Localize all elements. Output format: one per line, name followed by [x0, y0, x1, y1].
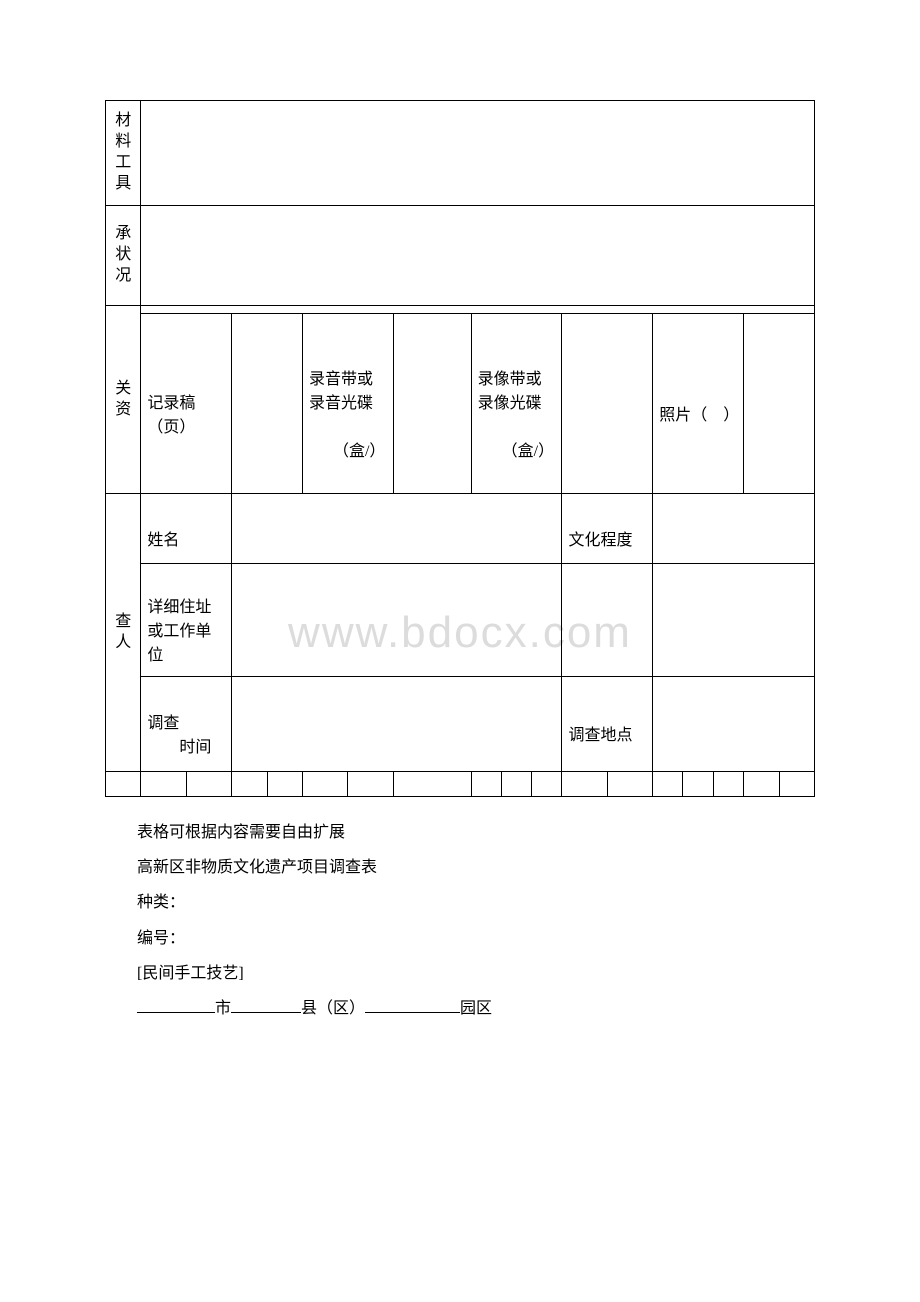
bottom-cell [106, 772, 141, 797]
cell-name-value [232, 494, 562, 564]
cell-gap [141, 306, 815, 314]
note-extend: 表格可根据内容需要自由扩展 [137, 815, 815, 850]
label-category: 种类： [137, 885, 815, 920]
cell-address-extra1 [562, 564, 653, 677]
bottom-cell [471, 772, 562, 797]
cell-address-value [232, 564, 562, 677]
blank-zone [365, 995, 460, 1013]
label-number: 编号： [137, 921, 815, 956]
cell-education-value [653, 494, 815, 564]
bottom-cell [653, 772, 744, 797]
row-person-time: 调查 时间 调查地点 [106, 677, 815, 772]
label-status: 承状况 [106, 206, 141, 306]
below-text-block: 表格可根据内容需要自由扩展 高新区非物质文化遗产项目调查表 种类： 编号： [民… [137, 815, 815, 1026]
blank-city [137, 995, 215, 1013]
survey-table: 材料工具 承状况 关资 记录稿（页） 录音带或录音光碟 （盒/） 录像带或录像光 [105, 100, 815, 797]
label-person: 查人 [106, 494, 141, 772]
cell-record-pages-label: 记录稿（页） [141, 314, 232, 494]
label-materials: 材料工具 [106, 101, 141, 206]
row-bottom-cells [106, 772, 815, 797]
cell-photo-value [744, 314, 815, 494]
label-craft: [民间手工技艺] [137, 956, 815, 991]
location-line: 市 县（区） 园区 [137, 991, 815, 1026]
label-resources: 关资 [106, 306, 141, 494]
title-survey: 高新区非物质文化遗产项目调查表 [137, 850, 815, 885]
blank-county [231, 995, 301, 1013]
bottom-cell [562, 772, 653, 797]
bottom-cell [744, 772, 815, 797]
bottom-cell [393, 772, 471, 797]
text-zone: 园区 [460, 1000, 492, 1017]
text-county: 县（区） [301, 1000, 365, 1017]
row-person-name: 查人 姓名 文化程度 [106, 494, 815, 564]
cell-audio-label: 录音带或录音光碟 （盒/） [302, 314, 393, 494]
cell-record-pages-value [232, 314, 303, 494]
cell-education-label: 文化程度 [562, 494, 653, 564]
row-resources: 记录稿（页） 录音带或录音光碟 （盒/） 录像带或录像光碟 （盒/） 照片（ ） [106, 314, 815, 494]
cell-video-value [562, 314, 653, 494]
cell-survey-time-label: 调查 时间 [141, 677, 232, 772]
cell-address-extra2 [653, 564, 815, 677]
bottom-cell [232, 772, 303, 797]
bottom-cell [302, 772, 393, 797]
cell-survey-time-value [232, 677, 562, 772]
cell-survey-place-label: 调查地点 [562, 677, 653, 772]
row-status: 承状况 [106, 206, 815, 306]
cell-name-label: 姓名 [141, 494, 232, 564]
cell-address-label: 详细住址或工作单位 [141, 564, 232, 677]
cell-audio-value [393, 314, 471, 494]
bottom-cell [141, 772, 232, 797]
cell-status-value [141, 206, 815, 306]
cell-video-label: 录像带或录像光碟 （盒/） [471, 314, 562, 494]
cell-photo-label: 照片（ ） [653, 314, 744, 494]
row-materials: 材料工具 [106, 101, 815, 206]
cell-materials-value [141, 101, 815, 206]
cell-survey-place-value [653, 677, 815, 772]
row-resources-gap: 关资 [106, 306, 815, 314]
text-city: 市 [215, 1000, 231, 1017]
row-person-address: 详细住址或工作单位 [106, 564, 815, 677]
